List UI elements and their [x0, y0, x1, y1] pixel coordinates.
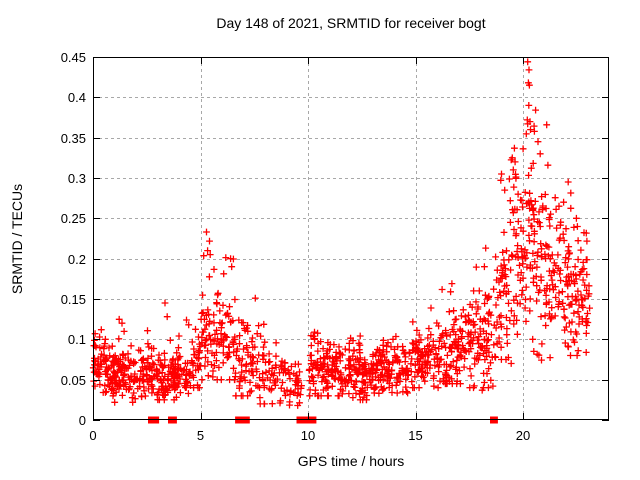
y-axis-label: SRMTID / TECUs [9, 183, 26, 294]
y-tick-label: 0 [78, 413, 86, 428]
y-tick-label: 0.05 [60, 372, 86, 388]
y-tick-label: 0.15 [60, 292, 86, 307]
x-tick-label: 15 [408, 428, 423, 443]
plot-border [93, 57, 609, 420]
x-tick-label: 5 [196, 428, 205, 443]
y-tick-label: 0.3 [67, 171, 86, 186]
x-tick-label: 0 [89, 428, 97, 443]
y-tick-label: 0.45 [60, 50, 86, 65]
y-tick-label: 0.4 [67, 90, 86, 106]
plot-area [89, 57, 609, 424]
chart-title: Day 148 of 2021, SRMTID for receiver bog… [216, 15, 486, 31]
scatter-points [89, 58, 593, 409]
y-tick-label: 0.1 [67, 332, 86, 348]
y-axis-label-box: SRMTID / TECUs [4, 57, 30, 420]
y-tick-label: 0.25 [60, 211, 86, 227]
x-tick-label: 20 [515, 428, 531, 443]
y-tick-label: 0.2 [67, 251, 86, 267]
x-axis-label: GPS time / hours [297, 453, 405, 469]
x-tick-label: 10 [300, 428, 316, 443]
y-tick-label: 0.35 [60, 130, 86, 146]
